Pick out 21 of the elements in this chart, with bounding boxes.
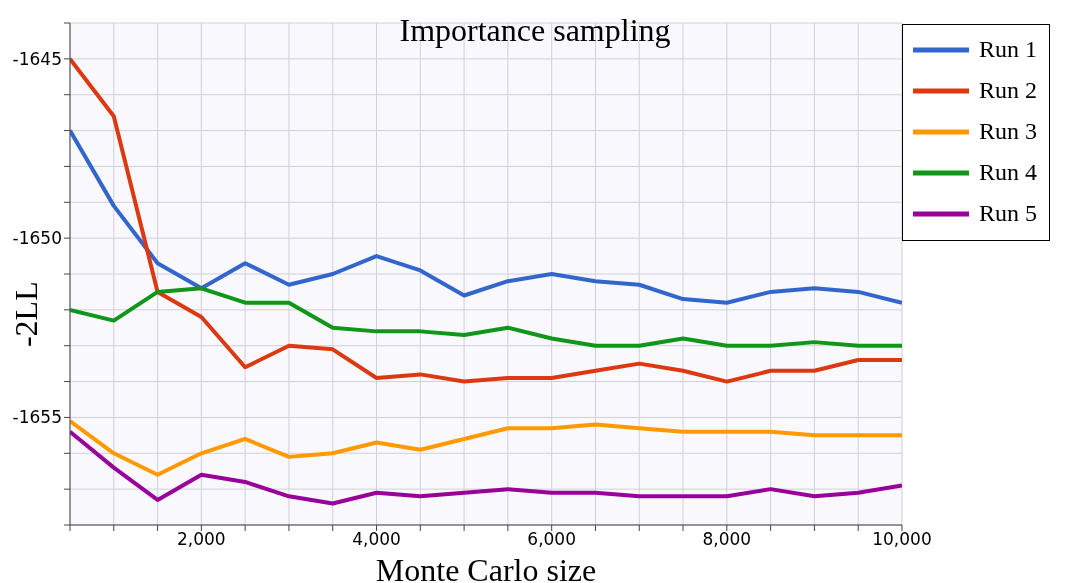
line-series xyxy=(70,56,902,384)
y-tick-label: -1650 xyxy=(12,228,62,249)
legend-label: Run 5 xyxy=(978,200,1037,227)
x-tick-label: 8,000 xyxy=(702,529,752,550)
chart-title: Importance sampling xyxy=(399,12,671,48)
line-series xyxy=(70,429,902,506)
y-axis-title: -2LL xyxy=(8,281,44,348)
x-tick-label: 2,000 xyxy=(177,529,226,550)
legend-label: Run 4 xyxy=(978,159,1037,186)
x-tick-label: 4,000 xyxy=(352,529,401,550)
line-series xyxy=(70,286,902,348)
legend-label: Run 1 xyxy=(978,36,1037,63)
x-axis-title: Monte Carlo size xyxy=(375,552,597,583)
y-tick-label: -1655 xyxy=(12,407,62,428)
x-tick-label: 6,000 xyxy=(527,529,577,550)
legend-label: Run 2 xyxy=(978,77,1037,104)
y-tick-label: -1645 xyxy=(12,48,62,69)
legend-label: Run 3 xyxy=(978,118,1037,145)
line-series xyxy=(70,419,902,477)
x-tick-label: 10,000 xyxy=(872,529,932,550)
line-series xyxy=(70,128,902,305)
